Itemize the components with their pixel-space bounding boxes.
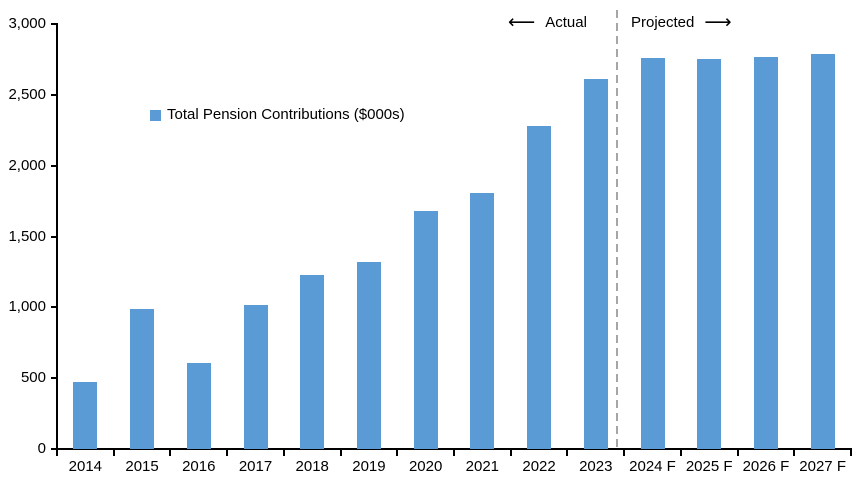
y-axis-tick xyxy=(51,377,56,380)
left-arrow-icon: ⟵ xyxy=(508,11,536,33)
x-axis-tick xyxy=(396,450,399,456)
bar-2017 xyxy=(243,304,268,449)
x-tick-label: 2019 xyxy=(352,458,386,475)
bar-2016 xyxy=(186,362,211,449)
x-tick-label: 2018 xyxy=(295,458,329,475)
x-axis-tick xyxy=(112,450,115,456)
y-tick-label: 2,000 xyxy=(8,156,46,174)
x-tick-label: 2022 xyxy=(522,458,556,475)
x-axis-tick xyxy=(282,450,285,456)
y-axis-tick xyxy=(51,164,56,167)
y-axis-tick xyxy=(51,23,56,25)
bar-2018 xyxy=(300,274,325,449)
actual-projected-divider xyxy=(616,10,618,449)
projected-annotation: Projected ⟶ xyxy=(631,12,732,32)
x-tick-label: 2015 xyxy=(125,458,159,475)
y-tick-label: 1,000 xyxy=(8,298,46,316)
legend: Total Pension Contributions ($000s) xyxy=(150,106,405,124)
x-axis-tick xyxy=(509,450,512,456)
x-axis-tick xyxy=(793,450,796,456)
x-axis-tick xyxy=(169,450,172,456)
actual-annotation: ⟵ Actual xyxy=(508,12,587,32)
x-axis-tick xyxy=(566,450,569,456)
y-axis-tick xyxy=(51,448,56,450)
bar-2021 xyxy=(470,192,495,449)
x-axis-line xyxy=(56,448,852,450)
actual-annotation-label: Actual xyxy=(545,13,587,31)
bar-2025F xyxy=(697,59,722,449)
y-tick-label: 0 xyxy=(37,440,46,457)
x-tick-label: 2023 xyxy=(579,458,613,475)
y-axis-tick xyxy=(51,306,56,309)
bar-2023 xyxy=(583,79,608,449)
x-tick-label: 2025 F xyxy=(685,458,733,475)
x-axis-tick xyxy=(56,450,58,456)
x-tick-label: 2020 xyxy=(408,458,443,475)
y-tick-label: 3,000 xyxy=(8,15,46,32)
x-tick-label: 2026 F xyxy=(742,458,790,475)
x-tick-label: 2021 xyxy=(465,458,500,475)
x-axis-tick xyxy=(736,450,739,456)
x-tick-label: 2017 xyxy=(238,458,273,475)
x-axis-tick xyxy=(850,450,852,456)
x-axis-tick xyxy=(623,450,626,456)
y-axis-tick xyxy=(51,93,56,96)
bar-2015 xyxy=(130,308,155,449)
bar-2019 xyxy=(356,262,381,449)
x-tick-label: 2014 xyxy=(68,458,103,475)
x-axis-tick xyxy=(679,450,682,456)
bar-2020 xyxy=(413,211,438,449)
x-axis-tick xyxy=(339,450,342,456)
legend-marker-icon xyxy=(150,109,161,121)
y-tick-label: 500 xyxy=(20,369,46,387)
y-tick-label: 1,500 xyxy=(8,227,46,245)
bar-2027F xyxy=(810,53,835,449)
y-axis-line xyxy=(56,23,58,450)
projected-annotation-label: Projected xyxy=(631,13,695,31)
x-tick-label: 2016 xyxy=(182,458,216,475)
legend-label: Total Pension Contributions ($000s) xyxy=(167,106,405,123)
bar-2022 xyxy=(527,126,552,449)
bar-2024F xyxy=(640,58,665,449)
bar-2014 xyxy=(73,382,98,449)
y-tick-label: 2,500 xyxy=(8,85,46,103)
right-arrow-icon: ⟶ xyxy=(704,11,732,33)
bar-2026F xyxy=(753,56,778,449)
x-axis-tick xyxy=(453,450,455,456)
x-tick-label: 2027 F xyxy=(799,458,846,475)
y-axis-tick xyxy=(51,235,56,238)
x-tick-label: 2024 F xyxy=(629,458,676,475)
x-axis-tick xyxy=(226,450,229,456)
